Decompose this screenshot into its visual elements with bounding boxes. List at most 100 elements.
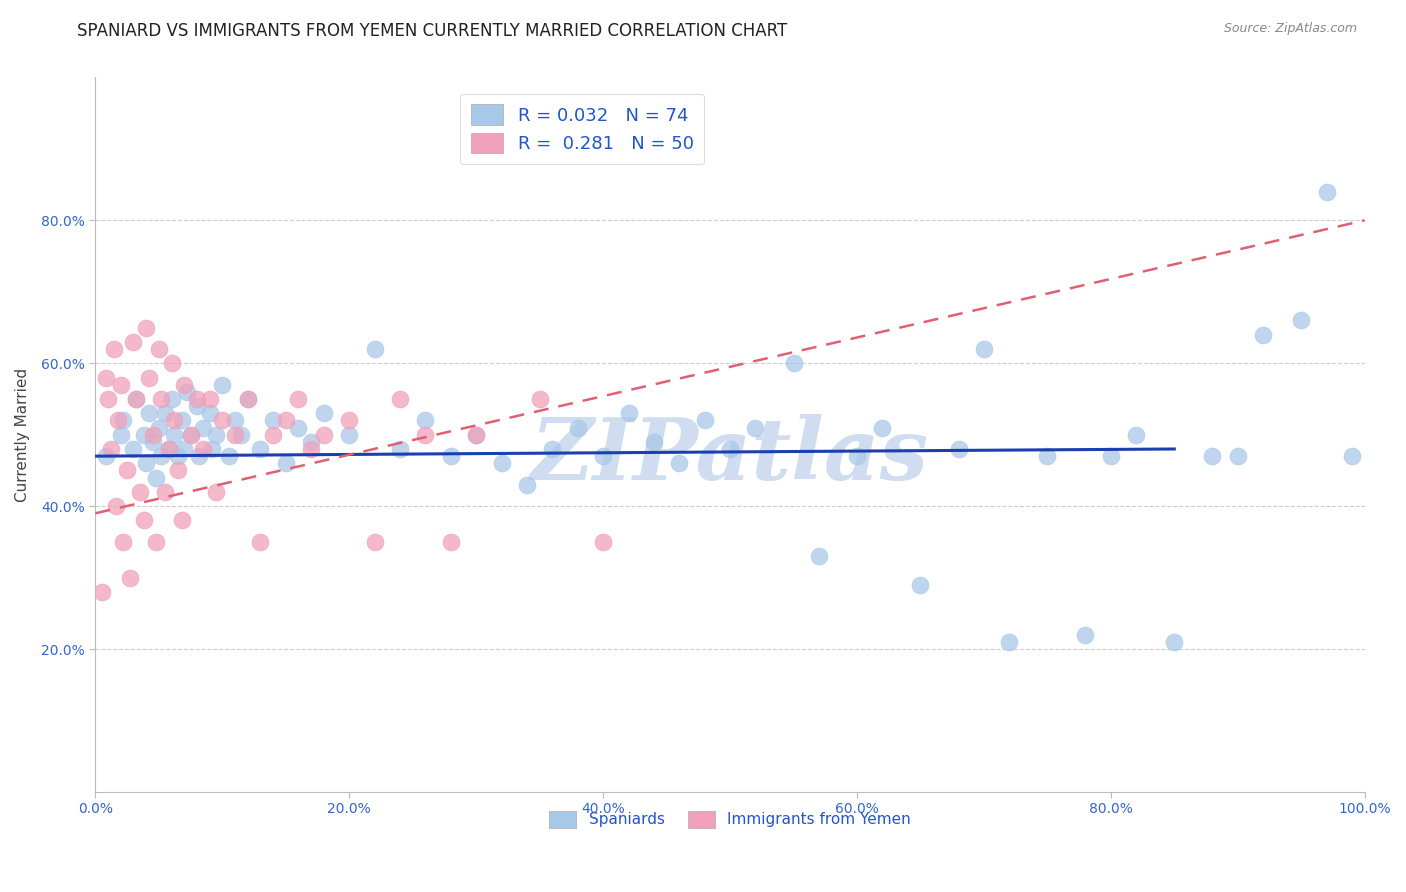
Point <box>1099 449 1122 463</box>
Point <box>125 392 148 406</box>
Point <box>103 342 125 356</box>
Point <box>617 406 640 420</box>
Point <box>148 420 170 434</box>
Point <box>135 456 157 470</box>
Point <box>337 427 360 442</box>
Point <box>274 456 297 470</box>
Point <box>157 442 180 456</box>
Point <box>118 571 141 585</box>
Point <box>415 427 437 442</box>
Point <box>211 413 233 427</box>
Point <box>112 413 135 427</box>
Point <box>90 585 112 599</box>
Point <box>1341 449 1364 463</box>
Point <box>465 427 488 442</box>
Point <box>163 427 186 442</box>
Point <box>138 406 160 420</box>
Point <box>529 392 551 406</box>
Point <box>163 413 186 427</box>
Point <box>312 406 335 420</box>
Point <box>205 427 228 442</box>
Point <box>846 449 869 463</box>
Point <box>167 463 190 477</box>
Point <box>1289 313 1312 327</box>
Point <box>193 442 215 456</box>
Point <box>516 477 538 491</box>
Point <box>1125 427 1147 442</box>
Point <box>138 370 160 384</box>
Point <box>1163 635 1185 649</box>
Point <box>224 413 246 427</box>
Point <box>128 484 150 499</box>
Point <box>170 513 193 527</box>
Point <box>173 377 195 392</box>
Point <box>122 334 145 349</box>
Point <box>167 449 190 463</box>
Point <box>115 463 138 477</box>
Point <box>160 392 183 406</box>
Point <box>262 427 284 442</box>
Point <box>100 442 122 456</box>
Point <box>807 549 830 564</box>
Point <box>176 384 198 399</box>
Point <box>104 499 127 513</box>
Point <box>440 534 463 549</box>
Point <box>97 392 120 406</box>
Point <box>188 449 211 463</box>
Legend: Spaniards, Immigrants from Yemen: Spaniards, Immigrants from Yemen <box>543 805 917 834</box>
Point <box>186 392 208 406</box>
Point <box>312 427 335 442</box>
Point <box>668 456 690 470</box>
Point <box>132 427 155 442</box>
Point <box>155 406 177 420</box>
Point <box>1226 449 1249 463</box>
Point <box>1316 185 1339 199</box>
Point <box>148 342 170 356</box>
Point <box>160 356 183 370</box>
Point <box>948 442 970 456</box>
Point <box>592 534 614 549</box>
Point <box>718 442 741 456</box>
Point <box>112 534 135 549</box>
Point <box>693 413 716 427</box>
Point <box>1201 449 1223 463</box>
Point <box>94 449 117 463</box>
Point <box>643 434 665 449</box>
Point <box>973 342 995 356</box>
Point <box>465 427 488 442</box>
Point <box>132 513 155 527</box>
Point <box>180 427 202 442</box>
Point <box>262 413 284 427</box>
Point <box>157 442 180 456</box>
Point <box>236 392 259 406</box>
Point <box>872 420 894 434</box>
Point <box>389 392 412 406</box>
Point <box>491 456 513 470</box>
Point <box>135 320 157 334</box>
Point <box>205 484 228 499</box>
Point <box>287 420 309 434</box>
Point <box>415 413 437 427</box>
Text: SPANIARD VS IMMIGRANTS FROM YEMEN CURRENTLY MARRIED CORRELATION CHART: SPANIARD VS IMMIGRANTS FROM YEMEN CURREN… <box>77 22 787 40</box>
Point <box>145 534 167 549</box>
Point <box>122 442 145 456</box>
Point <box>541 442 564 456</box>
Point <box>110 377 132 392</box>
Point <box>567 420 589 434</box>
Point <box>211 377 233 392</box>
Point <box>170 413 193 427</box>
Point <box>782 356 804 370</box>
Point <box>218 449 240 463</box>
Point <box>592 449 614 463</box>
Point <box>224 427 246 442</box>
Point <box>193 420 215 434</box>
Point <box>998 635 1021 649</box>
Point <box>389 442 412 456</box>
Point <box>180 427 202 442</box>
Point <box>150 449 173 463</box>
Point <box>173 442 195 456</box>
Point <box>287 392 309 406</box>
Point <box>231 427 253 442</box>
Point <box>186 399 208 413</box>
Point <box>363 342 385 356</box>
